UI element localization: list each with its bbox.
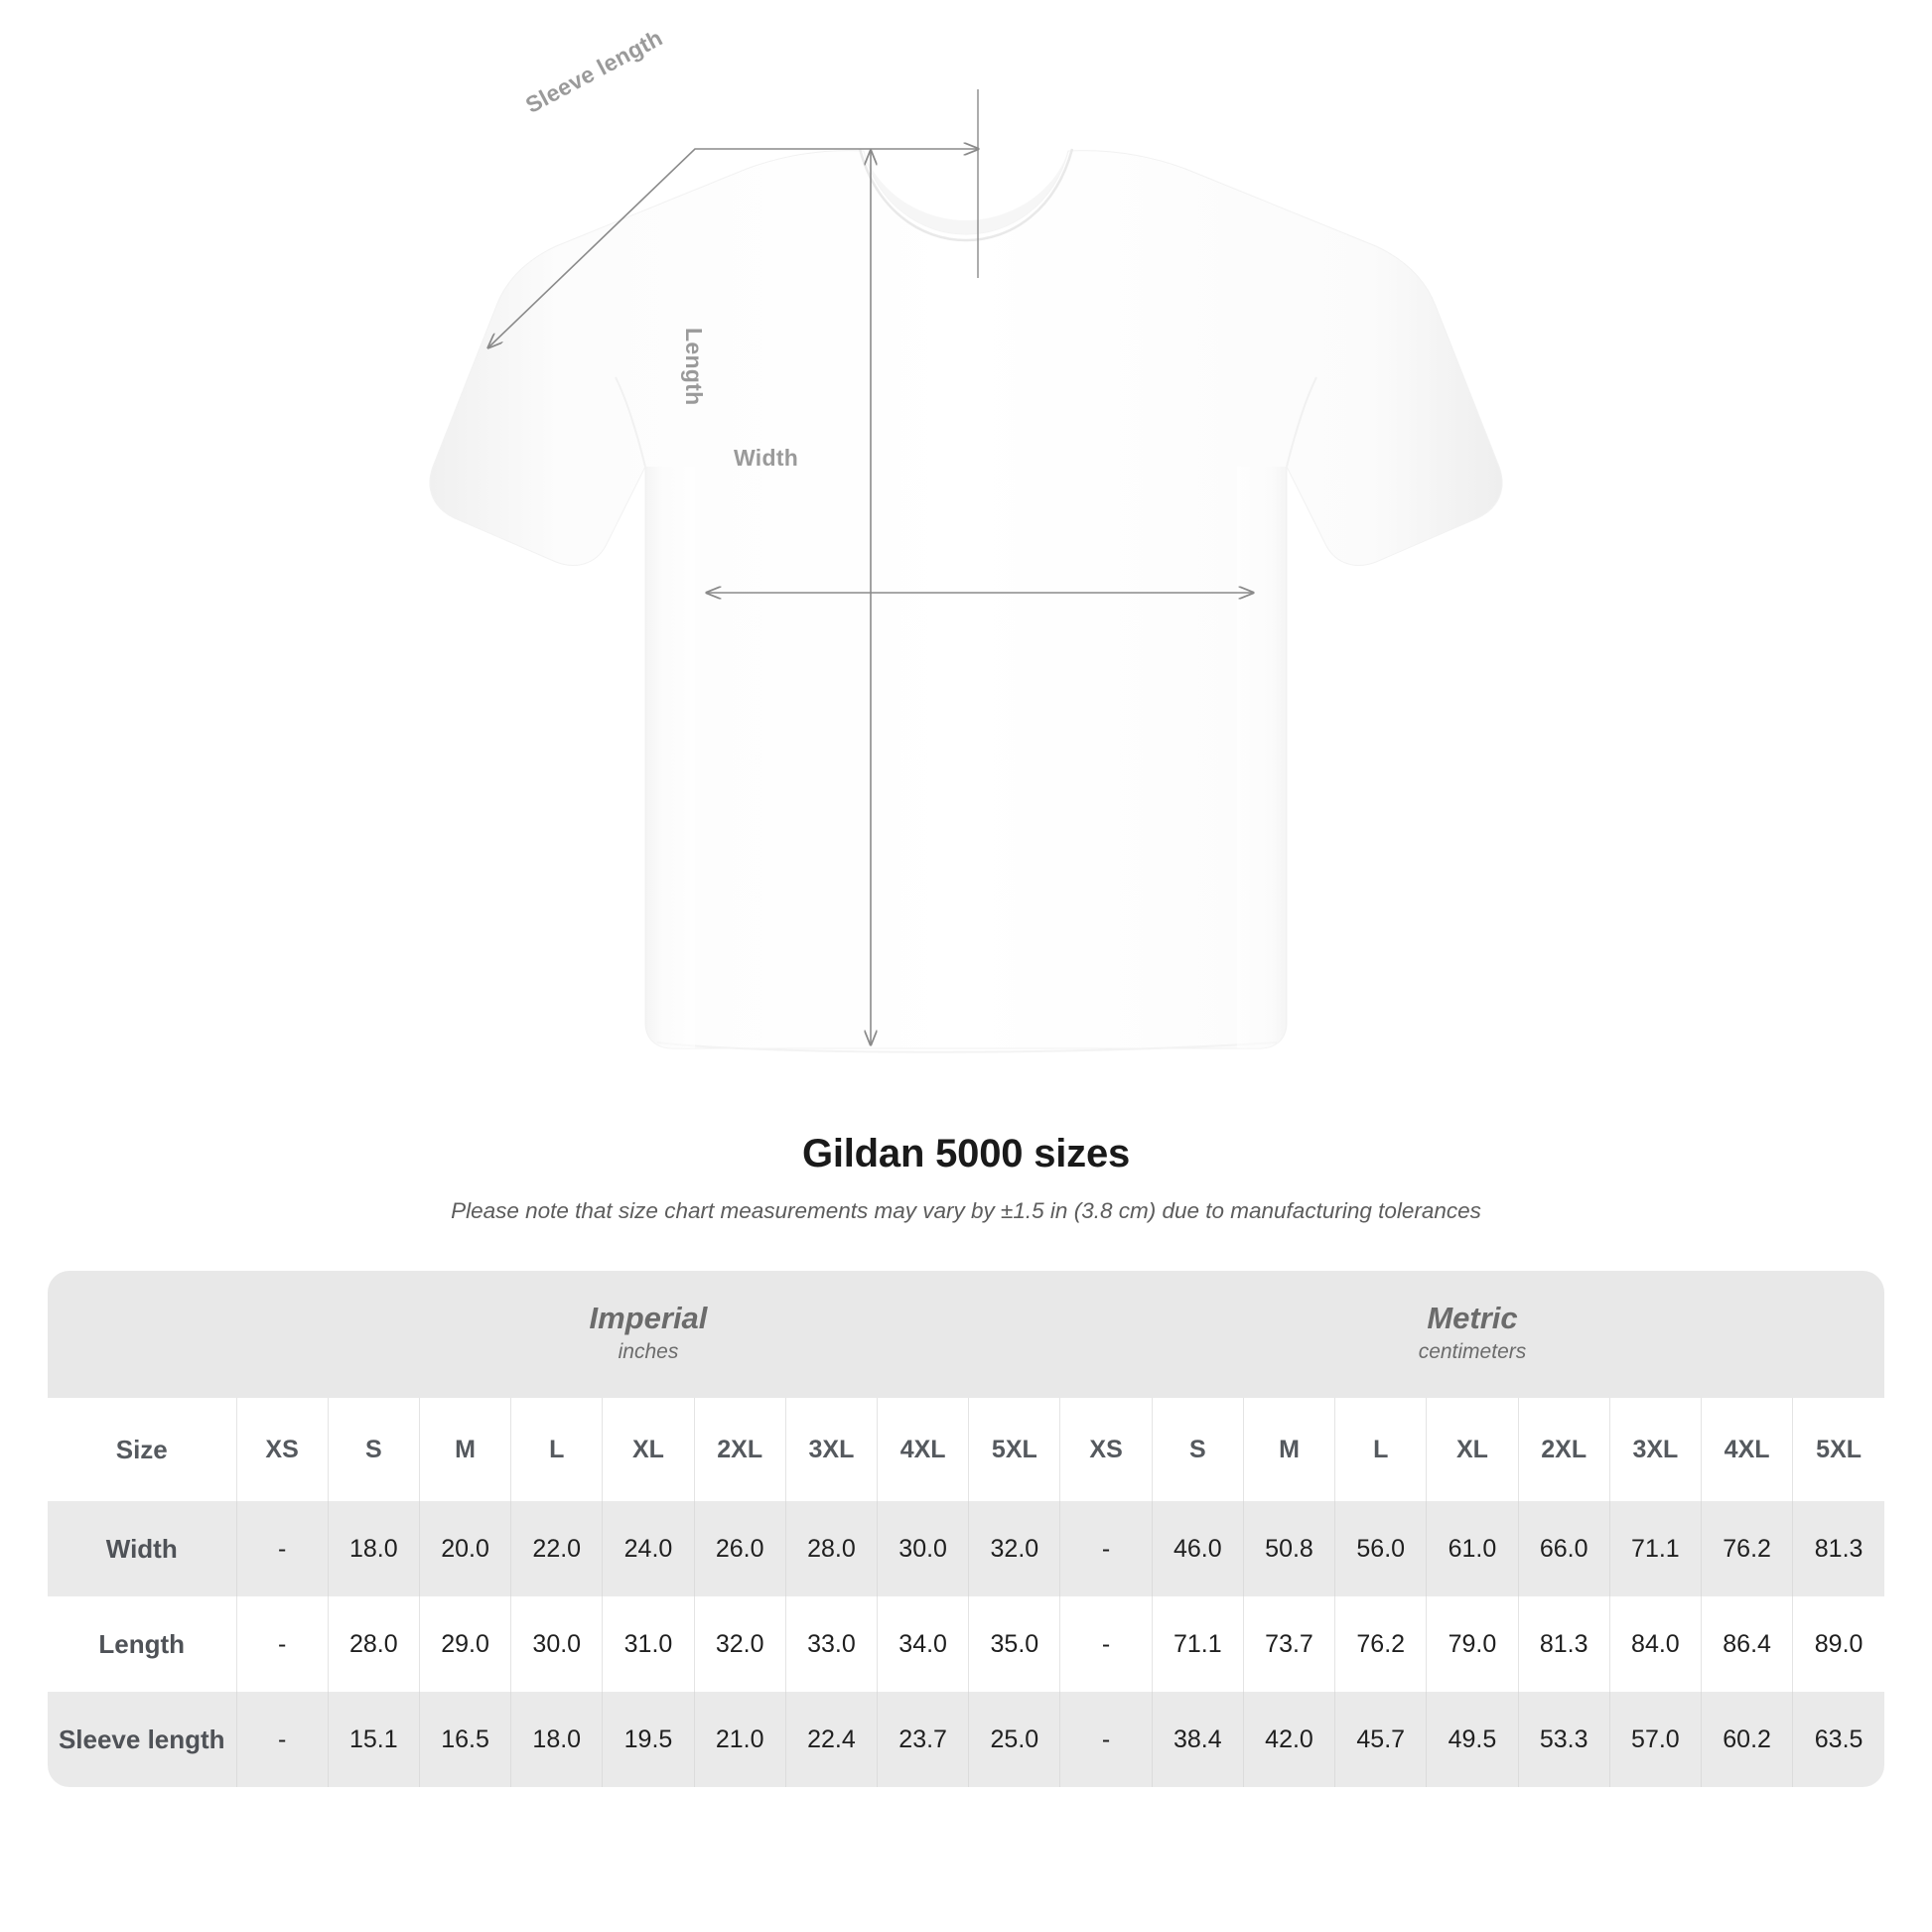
measurement-cell: 66.0 — [1517, 1501, 1610, 1596]
size-column-header: Size — [48, 1398, 236, 1501]
measurement-cell: 56.0 — [1334, 1501, 1427, 1596]
measurement-row-label: Length — [48, 1596, 236, 1692]
measurement-cell: 53.3 — [1517, 1692, 1610, 1787]
measurement-cell: 50.8 — [1242, 1501, 1335, 1596]
measurement-cell: - — [1059, 1692, 1153, 1787]
width-label: Width — [734, 445, 799, 471]
size-header-cell: XL — [1426, 1398, 1519, 1501]
size-header-cell: 4XL — [877, 1398, 969, 1501]
tshirt-shape — [429, 148, 1503, 1053]
size-header-cell: XS — [235, 1398, 329, 1501]
unit-system-header: Metric centimeters — [1059, 1271, 1884, 1398]
measurement-cell: 19.5 — [602, 1692, 695, 1787]
size-header-cell: S — [327, 1398, 420, 1501]
size-header-cell: XS — [1059, 1398, 1153, 1501]
measurement-lines — [488, 89, 1253, 1044]
measurement-cell: 26.0 — [693, 1501, 786, 1596]
measurement-cell: 34.0 — [877, 1596, 969, 1692]
measurement-cell: 79.0 — [1426, 1596, 1519, 1692]
measurement-cell: 30.0 — [510, 1596, 603, 1692]
unit-system-subtitle: centimeters — [1418, 1340, 1527, 1364]
size-header-cell: L — [1334, 1398, 1427, 1501]
measurement-cell: 76.2 — [1700, 1501, 1793, 1596]
measurement-row-label: Width — [48, 1501, 236, 1596]
size-header-cell: XL — [602, 1398, 695, 1501]
measurement-cell: 57.0 — [1608, 1692, 1702, 1787]
measurement-cell: 33.0 — [784, 1596, 878, 1692]
measurement-cell: 30.0 — [877, 1501, 969, 1596]
measurement-cell: - — [235, 1501, 329, 1596]
measurement-cell: 46.0 — [1151, 1501, 1244, 1596]
measurement-cell: 15.1 — [327, 1692, 420, 1787]
size-header-cell: S — [1151, 1398, 1244, 1501]
measurement-cell: 23.7 — [877, 1692, 969, 1787]
measurement-cell: 20.0 — [418, 1501, 511, 1596]
page-title: Gildan 5000 sizes — [801, 1132, 1131, 1175]
measurement-cell: 60.2 — [1700, 1692, 1793, 1787]
unit-corner-cell — [48, 1271, 236, 1398]
measurement-cell: - — [1059, 1501, 1153, 1596]
table-row: Width -18.0 20.0 22.0 24.0 26.0 28.0 30.0 32.0-4… — [48, 1501, 1884, 1596]
measurement-cell: 22.4 — [784, 1692, 878, 1787]
measurement-cell: 28.0 — [784, 1501, 878, 1596]
measurement-cell: 18.0 — [510, 1692, 603, 1787]
table-row: Length -28.0 29.0 30.0 31.0 32.0 33.0 34.0 35.0-… — [48, 1596, 1884, 1692]
size-header-cell: M — [1242, 1398, 1335, 1501]
measurement-cell: 86.4 — [1700, 1596, 1793, 1692]
unit-system-name: Imperial — [589, 1301, 708, 1336]
tolerance-note: Please note that size chart measurements… — [451, 1198, 1481, 1223]
measurement-cell: 49.5 — [1426, 1692, 1519, 1787]
measurement-cell: 63.5 — [1792, 1692, 1884, 1787]
tshirt-diagram: Sleeve length Length Width — [429, 25, 1503, 1053]
measurement-cell: 24.0 — [602, 1501, 695, 1596]
measurement-cell: 35.0 — [968, 1596, 1060, 1692]
measurement-cell: 22.0 — [510, 1501, 603, 1596]
measurement-cell: 16.5 — [418, 1692, 511, 1787]
unit-system-name: Metric — [1427, 1301, 1518, 1336]
measurement-cell: 31.0 — [602, 1596, 695, 1692]
measurement-cell: 71.1 — [1608, 1501, 1702, 1596]
measurement-cell: 81.3 — [1792, 1501, 1884, 1596]
table-row: Sleeve length -15.1 16.5 18.0 19.5 21.0 22.4 23… — [48, 1692, 1884, 1787]
measurement-cell: 25.0 — [968, 1692, 1060, 1787]
measurement-cell: 81.3 — [1517, 1596, 1610, 1692]
size-header-cell: 3XL — [1608, 1398, 1702, 1501]
measurement-cell: 18.0 — [327, 1501, 420, 1596]
measurement-cell: 61.0 — [1426, 1501, 1519, 1596]
measurement-cell: 32.0 — [693, 1596, 786, 1692]
measurement-cell: 76.2 — [1334, 1596, 1427, 1692]
measurement-cell: 89.0 — [1792, 1596, 1884, 1692]
size-header-cell: 2XL — [693, 1398, 786, 1501]
heading-block: Gildan 5000 sizes Please note that size … — [0, 1132, 1932, 1224]
size-header-cell: 4XL — [1700, 1398, 1793, 1501]
unit-system-header: Imperial inches — [236, 1271, 1060, 1398]
size-header-cell: M — [418, 1398, 511, 1501]
tshirt-illustration — [429, 89, 1503, 1053]
size-chart-table-container: Imperial inches Metric centimeters Size XS S M L… — [48, 1271, 1884, 1787]
size-header-row: Size XS S M L XL 2XL 3XL 4XL 5XL XS S M L XL 2XL 3XL 4XL 5… — [48, 1398, 1884, 1501]
size-header-cell: 3XL — [784, 1398, 878, 1501]
measurement-cell: 29.0 — [418, 1596, 511, 1692]
size-header-cell: 2XL — [1517, 1398, 1610, 1501]
measurement-row-label: Sleeve length — [48, 1692, 236, 1787]
size-header-cell: L — [510, 1398, 603, 1501]
measurement-cell: 45.7 — [1334, 1692, 1427, 1787]
length-label: Length — [681, 328, 707, 406]
measurement-cell: - — [235, 1596, 329, 1692]
size-header-cell: 5XL — [968, 1398, 1060, 1501]
measurement-cell: 38.4 — [1151, 1692, 1244, 1787]
measurement-cell: - — [235, 1692, 329, 1787]
size-chart-table: Imperial inches Metric centimeters Size XS S M L… — [48, 1271, 1884, 1787]
measurement-cell: 21.0 — [693, 1692, 786, 1787]
unit-header-row: Imperial inches Metric centimeters — [48, 1271, 1884, 1398]
measurement-cell: 28.0 — [327, 1596, 420, 1692]
measurement-cell: - — [1059, 1596, 1153, 1692]
measurement-cell: 32.0 — [968, 1501, 1060, 1596]
measurement-cell: 84.0 — [1608, 1596, 1702, 1692]
size-header-cell: 5XL — [1792, 1398, 1884, 1501]
measurement-cell: 73.7 — [1242, 1596, 1335, 1692]
measurement-cell: 71.1 — [1151, 1596, 1244, 1692]
unit-system-subtitle: inches — [618, 1340, 679, 1364]
measurement-cell: 42.0 — [1242, 1692, 1335, 1787]
